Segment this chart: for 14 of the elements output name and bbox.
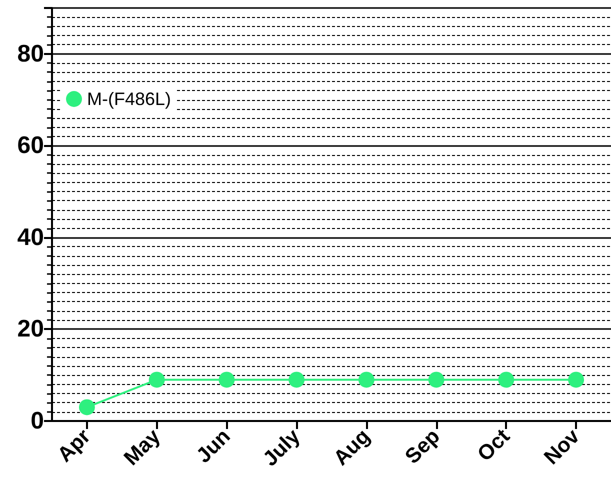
x-tick-label: Nov <box>540 424 584 470</box>
x-tick-label: Oct <box>473 424 514 466</box>
x-tick-label: Jun <box>192 424 235 468</box>
x-tick-label: May <box>120 424 166 470</box>
y-tick-label: 60 <box>17 132 44 160</box>
x-tick-label: Aug <box>329 424 375 470</box>
y-tick-label: 0 <box>30 408 44 434</box>
x-tick-label: July <box>258 424 305 471</box>
y-tick-label: 20 <box>17 316 44 343</box>
legend-label: M-(F486L) <box>87 89 172 109</box>
y-tick-label: 80 <box>17 40 44 68</box>
y-tick-label: 40 <box>17 224 44 251</box>
x-tick-label: Apr <box>53 424 96 467</box>
x-tick-label: Sep <box>400 424 444 468</box>
